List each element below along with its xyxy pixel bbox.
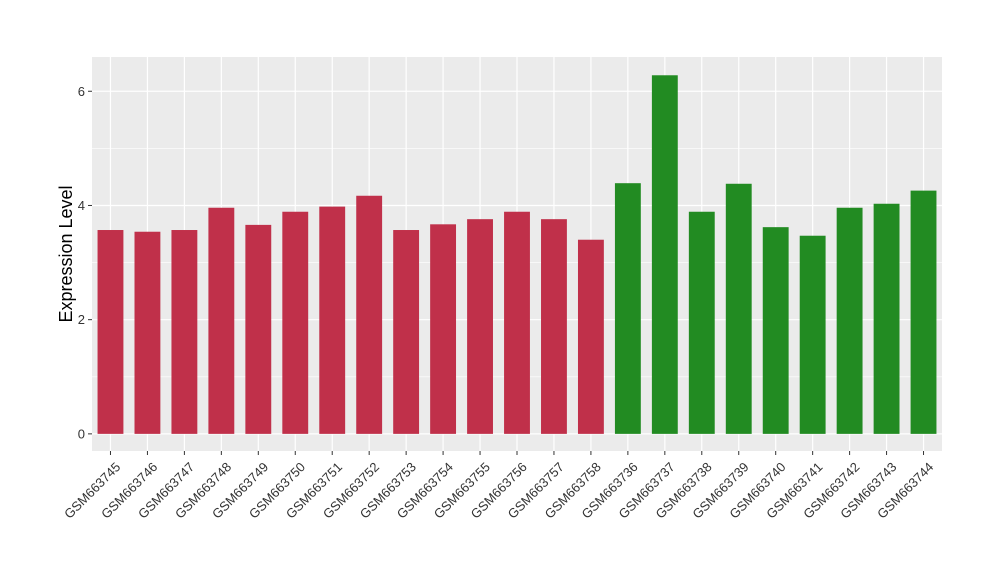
bar-GSM663748 (208, 207, 235, 434)
bar-GSM663745 (97, 230, 124, 434)
bar-GSM663741 (799, 235, 826, 434)
bar-GSM663743 (873, 203, 900, 434)
bar-GSM663749 (245, 224, 272, 434)
bar-GSM663750 (282, 211, 309, 434)
y-axis: 0 2 4 6 (78, 84, 92, 441)
y-tick-label: 4 (78, 198, 85, 213)
bar-GSM663754 (430, 224, 457, 434)
y-tick-label: 6 (78, 84, 85, 99)
bar-GSM663744 (910, 190, 937, 434)
bar-GSM663751 (319, 206, 346, 434)
bar-GSM663752 (356, 195, 383, 434)
bar-GSM663746 (134, 231, 161, 434)
bar-GSM663755 (467, 219, 493, 434)
bar-GSM663740 (762, 227, 789, 434)
bars (97, 75, 937, 434)
y-tick-label: 0 (78, 426, 85, 441)
bar-GSM663753 (393, 230, 420, 434)
bar-GSM663747 (171, 230, 198, 434)
y-axis-title: Expression Level (56, 185, 76, 322)
y-tick-label: 2 (78, 312, 85, 327)
bar-GSM663737 (651, 75, 678, 434)
bar-GSM663736 (614, 183, 641, 434)
bar-GSM663756 (504, 211, 530, 434)
bar-GSM663758 (577, 239, 604, 434)
bar-GSM663742 (836, 207, 863, 434)
bar-GSM663739 (725, 183, 752, 434)
bar-GSM663738 (688, 211, 715, 434)
bar-GSM663757 (541, 219, 567, 434)
x-axis: GSM663745GSM663746GSM663747GSM663748GSM6… (61, 451, 936, 522)
